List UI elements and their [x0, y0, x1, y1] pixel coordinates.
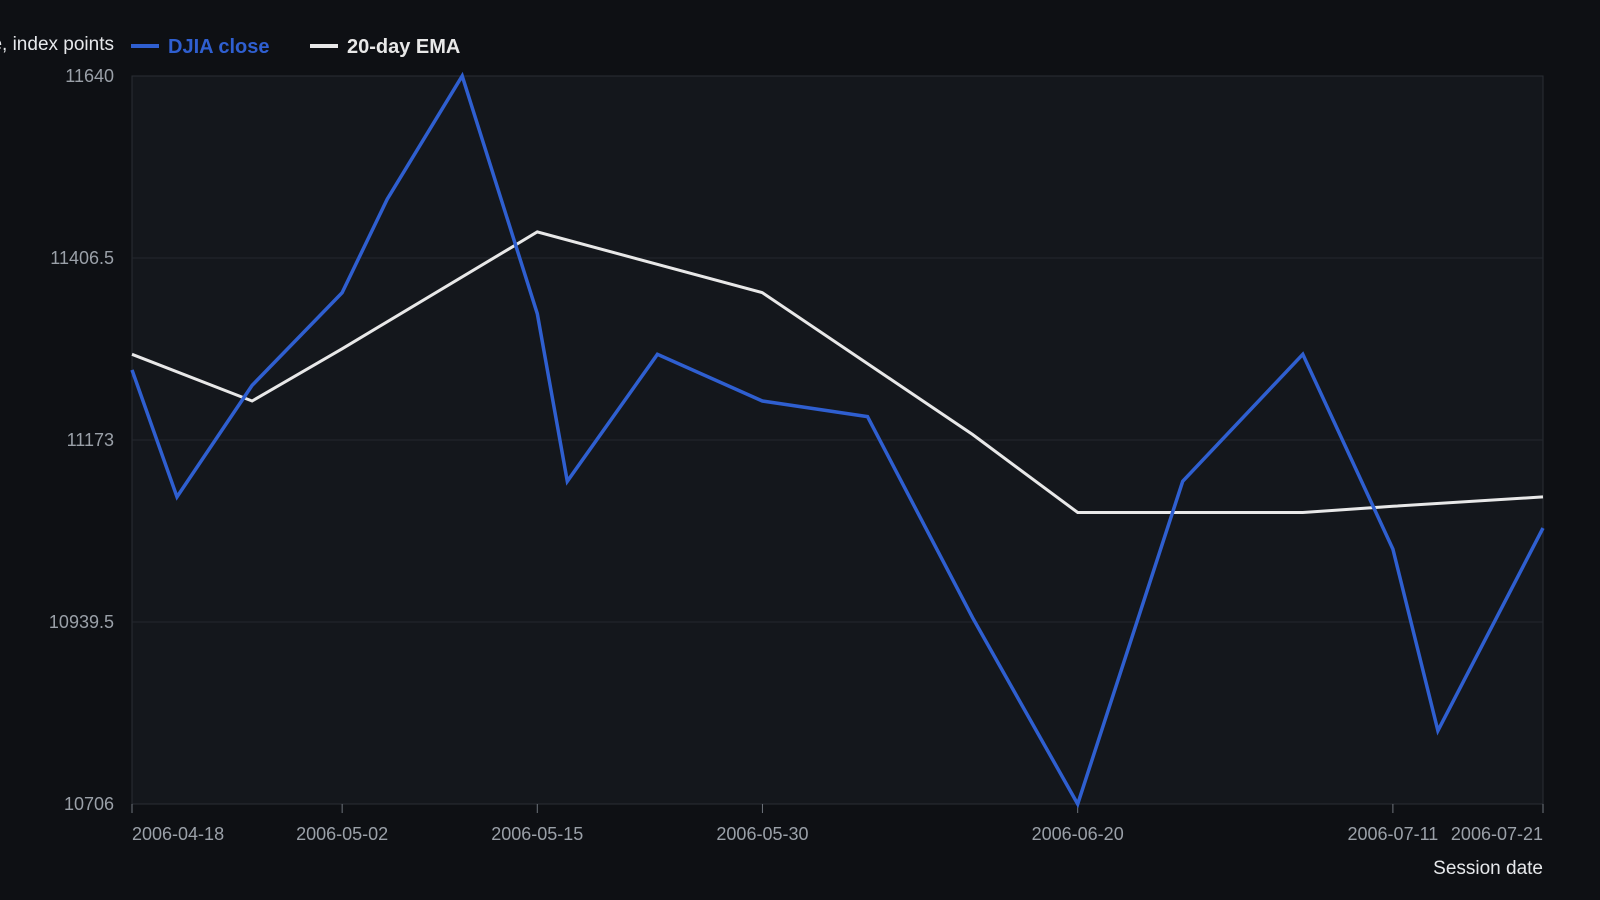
- y-tick-label: 10706: [64, 794, 114, 814]
- y-tick-label: 10939.5: [49, 612, 114, 632]
- legend-label-djia-close: DJIA close: [168, 36, 270, 58]
- x-tick-label: 2006-07-21: [1451, 824, 1543, 844]
- x-axis-ticks: 2006-04-18 2006-05-02 2006-05-15 2006-05-30…: [131, 804, 1544, 844]
- x-tick-label: 2006-05-15: [491, 824, 583, 844]
- x-tick-label: 2006-07-11: [1348, 824, 1439, 844]
- x-tick-label: 2006-05-02: [296, 824, 388, 844]
- x-tick-label: 2006-05-30: [716, 824, 808, 844]
- grid-lines: [132, 257, 1543, 623]
- x-axis-title: Session date: [1433, 858, 1543, 879]
- y-axis-title: Close, index points: [0, 34, 114, 55]
- y-axis-ticks: 11640 11406.5 11173 10939.5 10706: [49, 66, 114, 814]
- series-line-20-day-ema: [131, 230, 1544, 514]
- series-lines: [130, 71, 1545, 809]
- y-tick-label: 11406.5: [50, 248, 114, 268]
- x-tick-label: 2006-06-20: [1032, 824, 1124, 844]
- series-line-djia-close: [130, 71, 1545, 809]
- y-tick-label: 11640: [65, 66, 114, 86]
- y-tick-label: 11173: [67, 430, 114, 450]
- legend: DJIA close 20-day EMA: [131, 36, 460, 58]
- legend-label-20-day-ema: 20-day EMA: [347, 36, 460, 58]
- x-tick-label: 2006-04-18: [132, 824, 224, 844]
